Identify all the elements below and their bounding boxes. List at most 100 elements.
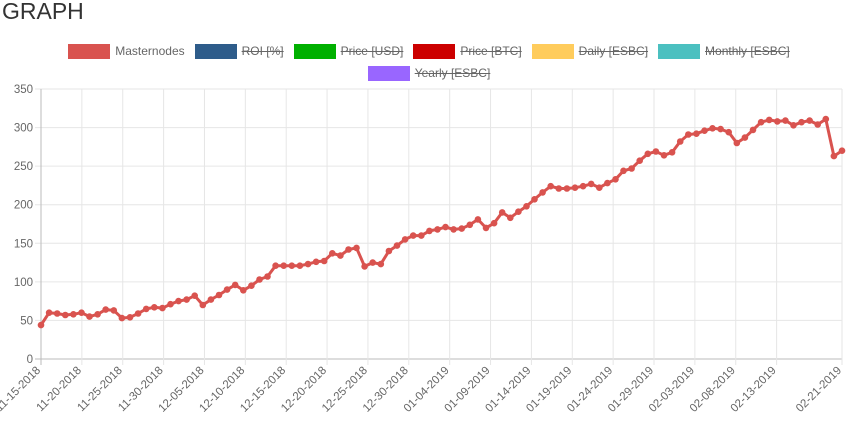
data-point[interactable]: [280, 262, 288, 270]
data-point[interactable]: [167, 300, 174, 308]
data-point[interactable]: [660, 152, 668, 159]
data-point[interactable]: [652, 148, 660, 155]
data-point[interactable]: [676, 138, 684, 145]
data-point[interactable]: [709, 125, 716, 132]
data-point[interactable]: [393, 242, 401, 249]
data-point[interactable]: [749, 126, 757, 134]
legend-item-daily[interactable]: Daily [ESBC]: [531, 43, 648, 59]
data-point[interactable]: [377, 260, 385, 268]
data-point[interactable]: [345, 246, 352, 253]
data-point[interactable]: [604, 179, 611, 187]
data-point[interactable]: [474, 216, 482, 223]
data-point[interactable]: [256, 276, 263, 283]
data-point[interactable]: [442, 223, 449, 231]
legend-item-price-usd[interactable]: Price [USD]: [293, 43, 403, 59]
legend-item-monthly[interactable]: Monthly [ESBC]: [658, 43, 790, 59]
data-point[interactable]: [733, 139, 741, 147]
data-point[interactable]: [790, 122, 797, 129]
data-point[interactable]: [774, 118, 781, 125]
data-point[interactable]: [765, 116, 773, 124]
data-point[interactable]: [838, 147, 846, 154]
data-point[interactable]: [320, 257, 328, 265]
data-point[interactable]: [507, 214, 514, 222]
data-point[interactable]: [782, 117, 789, 124]
data-point[interactable]: [725, 128, 732, 136]
data-point[interactable]: [86, 313, 93, 320]
data-point[interactable]: [118, 314, 126, 322]
data-point[interactable]: [523, 203, 530, 210]
data-point[interactable]: [482, 224, 490, 232]
data-point[interactable]: [498, 209, 506, 216]
data-point[interactable]: [37, 321, 45, 329]
data-point[interactable]: [401, 236, 409, 243]
data-point[interactable]: [515, 208, 522, 215]
data-point[interactable]: [612, 176, 619, 183]
data-point[interactable]: [466, 221, 474, 229]
data-point[interactable]: [337, 252, 344, 259]
data-point[interactable]: [369, 259, 377, 266]
data-point[interactable]: [579, 182, 587, 190]
data-point[interactable]: [717, 125, 724, 133]
data-point[interactable]: [159, 304, 166, 312]
data-point[interactable]: [757, 118, 765, 126]
data-point[interactable]: [329, 250, 336, 257]
legend-item-price-btc[interactable]: Price [BTC]: [413, 43, 522, 59]
data-point[interactable]: [668, 149, 676, 156]
data-point[interactable]: [458, 225, 466, 232]
data-point[interactable]: [353, 244, 360, 252]
data-point[interactable]: [215, 291, 223, 299]
data-point[interactable]: [685, 131, 692, 138]
data-point[interactable]: [94, 311, 101, 318]
data-point[interactable]: [304, 260, 312, 268]
data-point[interactable]: [798, 118, 805, 126]
data-point[interactable]: [223, 286, 231, 293]
data-point[interactable]: [741, 134, 749, 141]
data-point[interactable]: [814, 121, 821, 128]
data-point[interactable]: [426, 227, 433, 235]
data-point[interactable]: [207, 296, 215, 303]
data-point[interactable]: [272, 262, 279, 270]
data-point[interactable]: [248, 282, 255, 290]
data-point[interactable]: [134, 310, 142, 317]
data-point[interactable]: [531, 196, 538, 203]
data-point[interactable]: [539, 189, 546, 196]
data-point[interactable]: [693, 130, 700, 137]
legend-item-yearly[interactable]: Yearly [ESBC]: [367, 65, 490, 81]
data-point[interactable]: [142, 305, 150, 313]
data-point[interactable]: [822, 115, 830, 123]
data-point[interactable]: [636, 157, 643, 164]
data-point[interactable]: [596, 184, 603, 191]
data-point[interactable]: [264, 273, 271, 280]
data-point[interactable]: [434, 226, 441, 233]
data-point[interactable]: [296, 262, 304, 270]
data-point[interactable]: [240, 287, 247, 294]
data-point[interactable]: [587, 180, 595, 188]
data-point[interactable]: [102, 306, 109, 313]
data-point[interactable]: [175, 297, 182, 305]
data-point[interactable]: [151, 304, 158, 311]
data-point[interactable]: [409, 232, 417, 239]
data-point[interactable]: [563, 185, 571, 192]
data-point[interactable]: [231, 281, 239, 289]
data-point[interactable]: [191, 292, 198, 300]
data-point[interactable]: [555, 185, 563, 192]
data-point[interactable]: [806, 117, 813, 124]
legend-item-roi[interactable]: ROI [%]: [194, 43, 284, 59]
data-point[interactable]: [361, 263, 368, 270]
data-point[interactable]: [490, 219, 498, 227]
data-point[interactable]: [620, 167, 627, 175]
data-point[interactable]: [628, 165, 635, 172]
data-point[interactable]: [571, 184, 579, 191]
data-point[interactable]: [288, 262, 296, 270]
data-point[interactable]: [110, 307, 118, 314]
data-point[interactable]: [78, 309, 85, 317]
data-point[interactable]: [183, 296, 190, 303]
data-point[interactable]: [312, 258, 320, 266]
data-point[interactable]: [547, 182, 554, 190]
data-point[interactable]: [70, 311, 77, 318]
data-point[interactable]: [53, 310, 61, 317]
data-point[interactable]: [450, 226, 457, 233]
data-point[interactable]: [62, 311, 69, 319]
data-point[interactable]: [701, 127, 708, 134]
data-point[interactable]: [644, 150, 652, 158]
